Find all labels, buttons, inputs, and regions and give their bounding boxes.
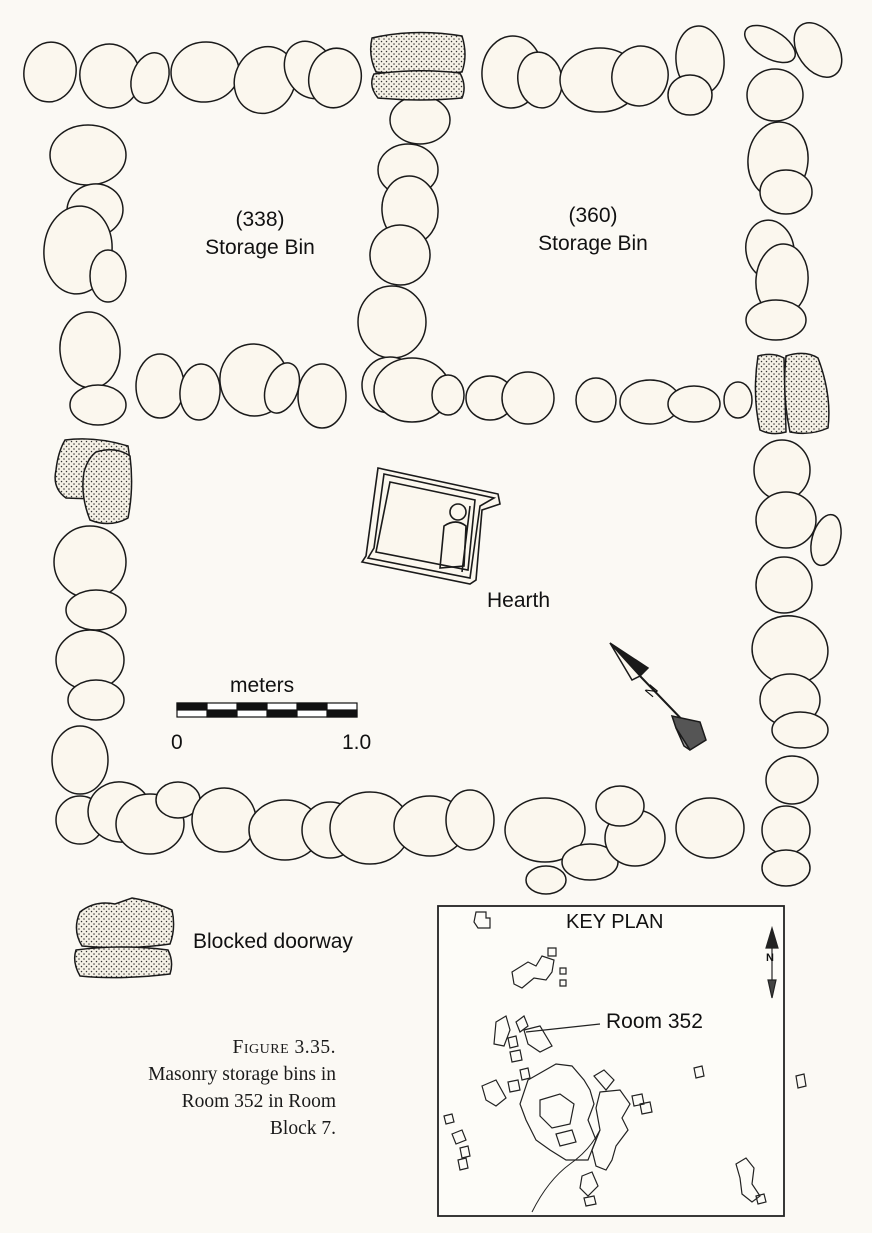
masonry-stone [445,789,495,851]
masonry-stone [297,363,347,429]
masonry-stone [23,41,77,103]
masonry-stone [67,679,125,721]
caption-line: Room 352 in Room [181,1091,336,1112]
bin-number: (360) [568,204,618,227]
masonry-stone [179,363,221,421]
masonry-stone [765,755,819,805]
north-arrow-icon [609,642,707,752]
masonry-stone [49,124,127,186]
blocked-stone [783,352,830,435]
masonry-stone [233,45,297,115]
masonry-stone [675,797,745,859]
bin-name: Storage Bin [205,236,315,259]
legend-stone [73,946,173,979]
masonry-stone [357,285,427,359]
scale-end-label: 1.0 [342,731,372,754]
masonry-stone [810,513,842,567]
masonry-stone [667,74,713,116]
hearth-label: Hearth [487,589,551,612]
masonry-stone [130,52,170,104]
key-plan-title: KEY PLAN [566,911,664,933]
caption-line: Masonry storage bins in [148,1064,336,1085]
blocked-stone [371,70,465,101]
masonry-stone [595,785,645,827]
masonry-stone [793,22,843,78]
masonry-stone [761,805,811,855]
north-arrow-label: N [642,682,662,701]
masonry-stone [611,45,669,107]
blocked-stone [369,31,466,75]
hearth-structure [360,467,501,585]
bin-338-label: (338) Storage Bin [185,206,335,262]
masonry-stone [69,384,127,426]
scale-bar [176,702,358,718]
key-plan-north-label: N [766,952,774,964]
figure-number: Figure 3.35. [232,1037,336,1058]
masonry-stone [389,95,451,145]
masonry-stone [575,377,617,423]
caption-line: Block 7. [269,1118,336,1139]
masonry-stone [755,556,813,614]
masonry-stone [746,68,804,122]
scale-start-label: 0 [171,731,183,754]
key-plan-map [437,905,807,1217]
masonry-stone [53,525,127,599]
masonry-stone [65,589,127,631]
masonry-stone [263,362,301,414]
masonry-stone [723,381,753,419]
scale-unit-label: meters [230,674,295,697]
masonry-stone [745,299,807,341]
masonry-stone [307,47,363,109]
masonry-stone [501,371,555,425]
masonry-stone [761,849,811,887]
masonry-stone [51,725,109,795]
masonry-stone [504,797,586,863]
blocked-doorway-stones [54,31,830,979]
legend-stone [75,897,175,949]
blocked-stone [754,353,787,435]
masonry-stone [59,311,121,389]
masonry-stone [525,865,567,895]
masonry-stone [744,24,796,64]
masonry-stone [759,169,813,215]
masonry-stone [753,439,811,501]
figure-caption: Figure 3.35. Masonry storage bins in Roo… [40,1034,336,1142]
blocked-stone [82,449,133,525]
masonry-stone [170,41,240,103]
key-plan-room-label: Room 352 [606,1010,703,1033]
bin-360-label: (360) Storage Bin [518,202,668,258]
masonry-stone [89,249,127,303]
masonry-stone [667,385,721,423]
bin-name: Storage Bin [538,232,648,255]
masonry-stone [369,224,431,286]
masonry-stones [23,22,843,895]
legend-blocked-doorway-label: Blocked doorway [193,930,353,953]
masonry-stone [771,711,829,749]
bin-number: (338) [235,208,285,231]
masonry-stone [135,353,185,419]
masonry-stone [755,491,817,549]
masonry-stone [431,374,465,416]
